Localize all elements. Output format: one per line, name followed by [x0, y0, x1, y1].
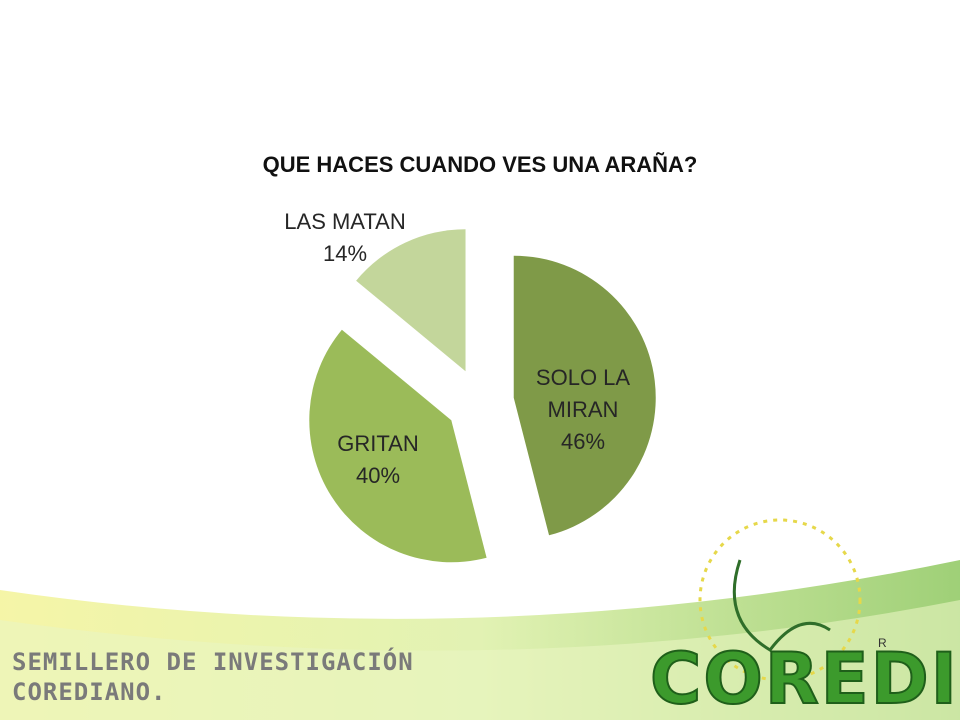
slice-label: SOLO LA MIRAN 46%	[518, 362, 648, 458]
green-band	[0, 600, 960, 720]
category-label: GRITAN	[337, 431, 419, 456]
value-label: 14%	[322, 240, 368, 266]
slice-label: GRITAN 40%	[318, 428, 438, 492]
dove	[732, 559, 831, 652]
pie-slice	[513, 255, 656, 536]
logo: COREDI	[649, 637, 959, 720]
footer-text: SEMILLERO DE INVESTIGACIÓN	[12, 648, 414, 676]
logo-mark: R	[878, 636, 887, 650]
chart-title: QUE HACES CUANDO VES UNA ARAÑA?	[262, 152, 698, 177]
value-label: 40%	[355, 462, 401, 488]
sun-rays	[698, 518, 862, 682]
category-label: SOLO LA MIRAN	[535, 365, 631, 422]
slice-label: LAS MATAN 14%	[260, 206, 430, 270]
value-label: 46%	[560, 428, 606, 454]
pie-slice	[356, 229, 466, 372]
pie-slice	[309, 329, 487, 563]
category-label: LAS MATAN	[284, 209, 406, 234]
footer-text: COREDIANO.	[12, 678, 167, 706]
